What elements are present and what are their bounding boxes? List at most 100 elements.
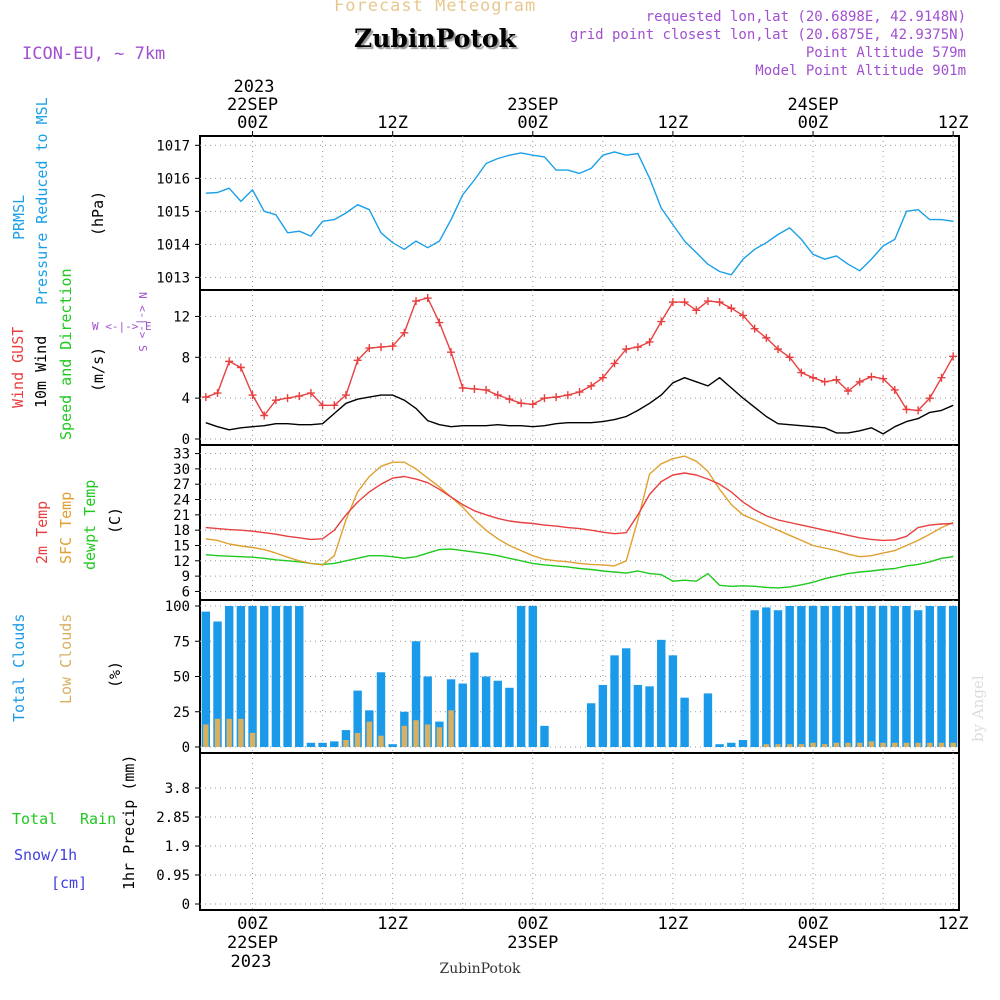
wind-unit: (m/s) [89,347,107,392]
wind-compass-we: W <-|-> E [92,320,152,333]
wind-gust-point [668,298,677,307]
total-cloud-bar [832,606,841,747]
wind-gust-point [797,368,806,377]
precip-label-snow: Snow/1h [14,846,77,864]
bottom-axis-hour: 00Z [517,914,548,934]
wind-tick-label: 8 [182,350,190,366]
temp-2m-series [205,472,954,542]
pressure-label-1: PRMSL [10,195,28,240]
precip-tick-label: 3.8 [165,781,190,797]
pressure-unit: (hPa) [89,191,107,236]
total-cloud-bar [470,652,479,747]
wind-tick-label: 4 [182,391,190,407]
point-altitude: Point Altitude 579m [805,45,966,61]
wind-gust-point [400,328,409,337]
wind-gust-point [458,383,467,392]
total-cloud-bar [271,606,281,747]
temp-tick-label: 30 [173,462,190,478]
sfc-temp-series [205,455,954,567]
wind-gust-point [528,400,537,409]
wind-gust-point [645,337,654,346]
temp-label-3: dewpt Temp [81,480,99,570]
total-cloud-bar [236,606,246,747]
wind-panel-frame [199,289,960,446]
wind-gust-point [879,374,888,383]
wind-gust-point [365,344,374,353]
total-cloud-bar [843,606,853,747]
wind-gust-point [248,391,257,400]
wind-tick-label: 12 [173,309,190,325]
wind-gust-point [353,356,362,365]
total-cloud-bar [411,641,421,747]
low-cloud-bar [927,742,933,747]
pressure-tick-label: 1017 [156,138,190,154]
wind-gust-point [412,297,421,306]
wind-gust-point [575,388,584,397]
total-cloud-bar [913,610,923,747]
temp-tick-label: 18 [173,523,190,539]
total-cloud-bar [458,683,467,747]
total-cloud-bar [516,606,526,747]
low-cloud-bar [226,718,232,747]
total-cloud-bar [201,611,211,747]
precip-tick-label: 1.9 [165,839,190,855]
low-cloud-bar [892,742,898,747]
wind-gust-point [762,333,771,342]
watermark: by Angel [969,675,987,742]
top-axis-hour: 00Z [237,113,268,133]
wind-gust-point [902,405,911,414]
total-cloud-bar [423,676,432,747]
wind-gust-point [435,318,444,327]
temp-panel-frame [199,444,960,601]
precip-tick-label: 2.85 [156,810,190,826]
temp-unit: (C) [106,507,124,534]
temp-tick-label: 21 [173,508,190,524]
precip-tick-label: 0.95 [156,868,190,884]
cloud-unit: (%) [106,661,124,688]
top-axis-date: 24SEP [787,95,838,115]
total-cloud-bar [341,730,351,747]
bottom-axis-hour: 00Z [237,914,268,934]
wind-gust-point [260,411,269,420]
low-cloud-bar [810,742,816,747]
total-cloud-bar [715,744,724,747]
total-cloud-bar [867,606,876,747]
cloud-tick-label: 50 [173,670,190,686]
wind-gust-point [318,401,327,410]
wind-speed-series [205,377,954,435]
bottom-axis-date: 24SEP [787,933,838,953]
wind-compass-ns: N <-|-> S [136,292,149,352]
total-cloud-bar [855,606,864,747]
total-cloud-bar [773,610,783,747]
wind-gust-point [330,401,339,410]
total-cloud-bar [540,725,549,747]
total-cloud-bar [762,607,771,747]
pressure-tick-label: 1014 [156,237,190,253]
low-cloud-bar [413,720,419,747]
total-cloud-bar [785,606,794,747]
model-label: ICON-EU, ~ 7km [22,44,166,64]
pressure-label-2: Pressure Reduced to MSL [33,97,51,305]
wind-gust-point [505,395,514,404]
bottom-axis-date: 23SEP [507,933,558,953]
wind-gust-point [563,391,572,400]
low-cloud-bar [786,744,793,747]
wind-gust-point [633,343,642,352]
low-cloud-bar [903,742,910,747]
low-cloud-bar [238,718,244,747]
total-cloud-bar [937,606,946,747]
wind-gust-point [890,385,899,394]
model-altitude: Model Point Altitude 901m [755,63,966,79]
cloud-label-2: Low Clouds [57,614,75,704]
top-axis-hour: 12Z [658,113,689,133]
wind-gust-series [205,297,954,417]
wind-gust-point [236,363,245,372]
bottom-axis-year: 2023 [231,952,272,972]
wind-gust-point [225,357,234,366]
top-axis-date: 23SEP [507,95,558,115]
wind-gust-point [855,377,864,386]
wind-gust-point [692,306,701,315]
wind-tick-label: 0 [182,432,190,448]
footer-location: ZubinPotok [439,961,521,977]
